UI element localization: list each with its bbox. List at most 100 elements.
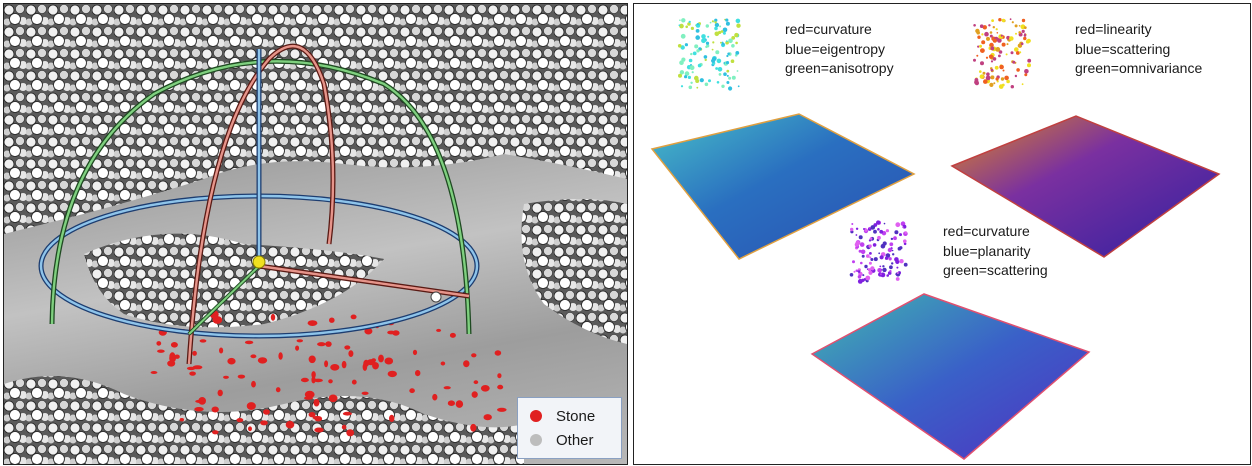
scatter-point (877, 228, 880, 231)
scatter-point (696, 23, 699, 25)
scatter-points (677, 18, 1032, 284)
scatter-point (989, 31, 993, 34)
plot-3-line-2: blue=planarity (943, 242, 1031, 259)
scatter-point (990, 75, 995, 80)
stone-point (236, 418, 244, 423)
scatter-point (677, 44, 682, 48)
scatter-point (678, 24, 681, 27)
scatter-point (891, 262, 894, 265)
scatter-point (872, 243, 877, 247)
stone-point (192, 350, 197, 356)
scatter-point (679, 19, 681, 21)
scatter-point (725, 21, 730, 26)
scatter-point (726, 69, 730, 73)
stone-point (278, 352, 283, 360)
scatter-point (718, 73, 722, 76)
scatter-point (889, 265, 893, 270)
stone-point (330, 364, 340, 371)
scatter-point (715, 67, 718, 70)
scatter-point (903, 239, 907, 243)
scatter-point (850, 227, 854, 232)
scatter-point (876, 220, 881, 225)
scatter-point (735, 18, 741, 24)
stone-point (237, 374, 246, 379)
stone-point (409, 388, 415, 394)
scatter-point (873, 229, 877, 234)
scatter-point (985, 75, 991, 81)
scatter-point (687, 22, 691, 26)
scatter-point (720, 30, 724, 33)
scatter-point (860, 249, 866, 255)
scatter-point (1015, 32, 1017, 35)
legend-label: Other (556, 431, 594, 449)
stone-point (473, 380, 479, 385)
point-cloud-viewport[interactable]: Stone Other (3, 3, 628, 465)
scatter-point (691, 71, 694, 74)
point-cloud-scene[interactable] (4, 4, 627, 464)
scatter-point (719, 25, 722, 28)
scatter-point (995, 28, 998, 31)
scatter-point (1023, 26, 1027, 29)
scatter-point (985, 56, 989, 59)
scatter-point (722, 31, 726, 35)
scatter-point (886, 274, 889, 277)
scatter-point (715, 50, 720, 55)
scatter-point (998, 54, 1001, 58)
scatter-point (867, 268, 872, 272)
scatter-point (730, 59, 735, 63)
scatter-point (714, 18, 718, 22)
scatter-point (1021, 29, 1025, 33)
stone-point (211, 406, 219, 413)
scatter-point (735, 41, 738, 45)
scatter-point (688, 85, 693, 90)
stone-point (170, 342, 178, 348)
scatter-point (1014, 47, 1019, 52)
scatter-point (870, 225, 876, 230)
stone-point (296, 339, 303, 343)
stone-point (223, 375, 229, 379)
stone-point (328, 394, 338, 403)
scatter-point (982, 71, 986, 75)
scatter-point (870, 258, 874, 261)
scatter-point (1015, 51, 1020, 55)
scatter-point (696, 86, 699, 89)
stone-point (341, 360, 347, 369)
plot-2-line-3: green=omnivariance (1075, 60, 1203, 76)
stone-point (304, 396, 313, 400)
plot-3-line-3: green=scattering (943, 262, 1048, 278)
stone-point (246, 402, 256, 410)
scatter-point (726, 81, 730, 84)
scatter-point (860, 261, 863, 265)
scatter-point (712, 41, 715, 44)
stone-point (308, 412, 316, 418)
scatter-point (684, 75, 688, 79)
scatter-point (1018, 25, 1021, 27)
scatter-point (706, 44, 710, 48)
scatter-point (864, 264, 868, 269)
scatter-point (979, 24, 984, 29)
scatter-point (1002, 69, 1005, 72)
plot-1-line-1: red=curvature (785, 21, 872, 37)
scatter-point (1009, 36, 1014, 41)
scatter-point (868, 270, 873, 275)
scatter-point (725, 40, 728, 43)
stone-point (248, 426, 252, 432)
scatter-point (679, 23, 684, 29)
scatter-point (861, 254, 865, 258)
stone-point (342, 411, 352, 416)
scatter-point (870, 266, 875, 271)
scatter-point (1019, 51, 1022, 54)
scatter-point (696, 49, 700, 53)
stone-point (344, 345, 351, 350)
scatter-point (699, 78, 704, 83)
scatter-point (687, 75, 691, 79)
stone-point (348, 350, 354, 357)
scatter-point (868, 244, 872, 248)
stone-point (389, 414, 395, 422)
stone-point (362, 362, 368, 371)
stone-point (412, 349, 418, 356)
scatter-point (904, 231, 908, 234)
scatter-point (1027, 58, 1032, 63)
surface-plot-1 (650, 113, 916, 260)
scatter-point (1009, 18, 1012, 21)
